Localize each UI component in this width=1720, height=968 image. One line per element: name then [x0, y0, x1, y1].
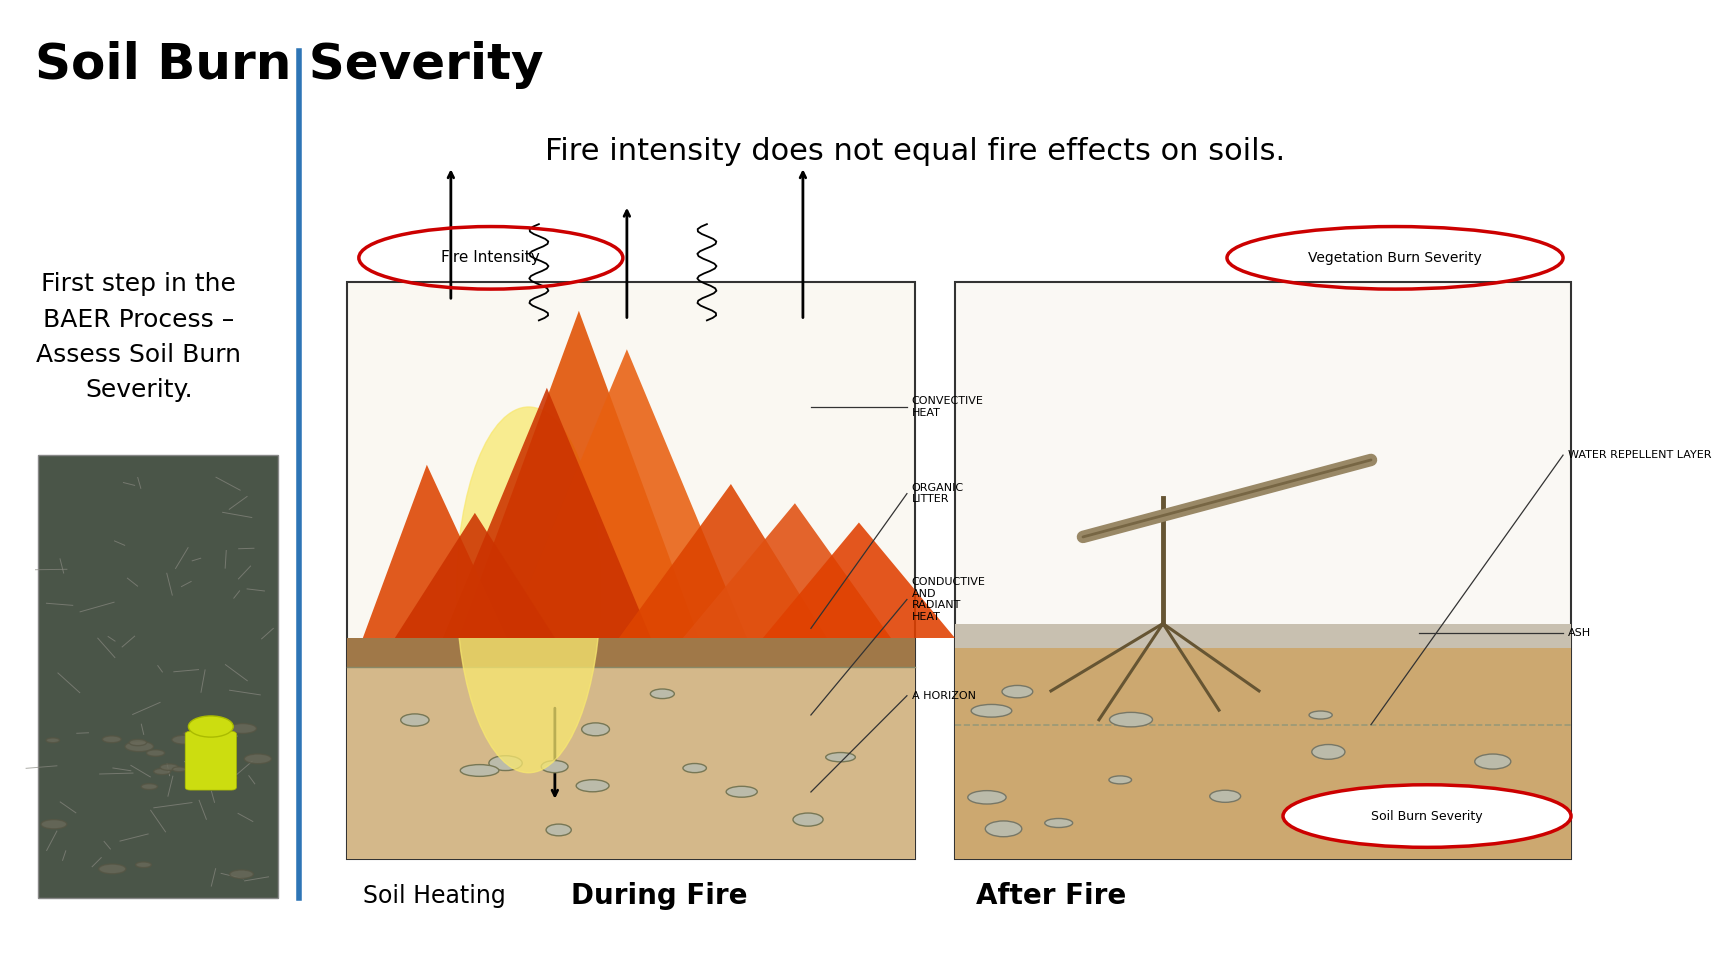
Ellipse shape [182, 731, 198, 737]
Ellipse shape [136, 862, 151, 867]
Ellipse shape [196, 731, 220, 740]
Ellipse shape [986, 821, 1022, 836]
FancyBboxPatch shape [347, 667, 915, 860]
Ellipse shape [1109, 776, 1132, 784]
Polygon shape [459, 311, 698, 638]
Ellipse shape [1371, 790, 1412, 808]
Ellipse shape [222, 736, 236, 741]
Ellipse shape [126, 741, 153, 751]
Text: Fire intensity does not equal fire effects on soils.: Fire intensity does not equal fire effec… [545, 137, 1285, 166]
Text: Vegetation Burn Severity: Vegetation Burn Severity [1309, 251, 1483, 265]
Ellipse shape [1474, 754, 1510, 769]
Text: Soil Burn Severity: Soil Burn Severity [1371, 809, 1483, 823]
Ellipse shape [153, 769, 170, 774]
Ellipse shape [146, 750, 165, 756]
Polygon shape [363, 465, 507, 638]
Ellipse shape [461, 765, 499, 776]
Ellipse shape [129, 740, 146, 745]
Ellipse shape [726, 786, 757, 798]
Ellipse shape [683, 764, 707, 772]
Ellipse shape [456, 407, 600, 772]
Text: After Fire: After Fire [975, 882, 1127, 910]
Text: CONVECTIVE
HEAT: CONVECTIVE HEAT [912, 396, 984, 418]
FancyBboxPatch shape [955, 623, 1570, 648]
Polygon shape [507, 349, 746, 638]
Ellipse shape [1044, 819, 1073, 828]
Ellipse shape [103, 736, 120, 742]
FancyBboxPatch shape [955, 282, 1570, 860]
Text: During Fire: During Fire [571, 882, 748, 910]
Ellipse shape [1003, 685, 1032, 698]
Text: CONDUCTIVE
AND
RADIANT
HEAT: CONDUCTIVE AND RADIANT HEAT [912, 577, 986, 621]
Ellipse shape [172, 767, 186, 771]
Ellipse shape [545, 824, 571, 835]
Ellipse shape [968, 791, 1006, 804]
FancyBboxPatch shape [955, 648, 1570, 860]
Ellipse shape [1312, 744, 1345, 759]
Ellipse shape [542, 761, 568, 772]
Ellipse shape [972, 705, 1011, 717]
Ellipse shape [160, 764, 179, 771]
Ellipse shape [650, 689, 674, 699]
Text: Soil Heating: Soil Heating [363, 884, 506, 908]
Ellipse shape [41, 820, 67, 829]
Text: ORGANIC
LITTER: ORGANIC LITTER [912, 483, 963, 504]
Ellipse shape [189, 716, 234, 737]
Polygon shape [764, 523, 955, 638]
FancyBboxPatch shape [186, 732, 236, 790]
Ellipse shape [172, 736, 196, 744]
Ellipse shape [1369, 821, 1407, 835]
FancyBboxPatch shape [347, 638, 915, 667]
Ellipse shape [229, 723, 256, 734]
FancyBboxPatch shape [38, 455, 279, 898]
Ellipse shape [1209, 790, 1240, 802]
Text: A HORIZON: A HORIZON [912, 691, 975, 701]
Text: Fire Intensity: Fire Intensity [442, 251, 540, 265]
Polygon shape [683, 503, 891, 638]
Polygon shape [442, 388, 650, 638]
Ellipse shape [244, 754, 272, 764]
Ellipse shape [98, 864, 126, 874]
Text: Soil Burn Severity: Soil Burn Severity [34, 42, 544, 89]
Polygon shape [396, 513, 556, 638]
Ellipse shape [218, 774, 237, 781]
Ellipse shape [1109, 712, 1152, 727]
FancyBboxPatch shape [347, 282, 915, 860]
Ellipse shape [826, 752, 855, 762]
Ellipse shape [401, 713, 428, 726]
Ellipse shape [1283, 785, 1570, 847]
Ellipse shape [230, 870, 253, 879]
Ellipse shape [576, 779, 609, 792]
Ellipse shape [1465, 796, 1495, 809]
Ellipse shape [793, 813, 824, 826]
Text: First step in the
BAER Process –
Assess Soil Burn
Severity.: First step in the BAER Process – Assess … [36, 272, 241, 403]
Text: ASH: ASH [1569, 628, 1591, 638]
Polygon shape [619, 484, 827, 638]
Ellipse shape [46, 738, 60, 742]
Ellipse shape [488, 756, 523, 771]
Ellipse shape [581, 723, 609, 736]
Text: WATER REPELLENT LAYER: WATER REPELLENT LAYER [1569, 450, 1711, 460]
Ellipse shape [1309, 711, 1333, 719]
Ellipse shape [141, 784, 158, 790]
